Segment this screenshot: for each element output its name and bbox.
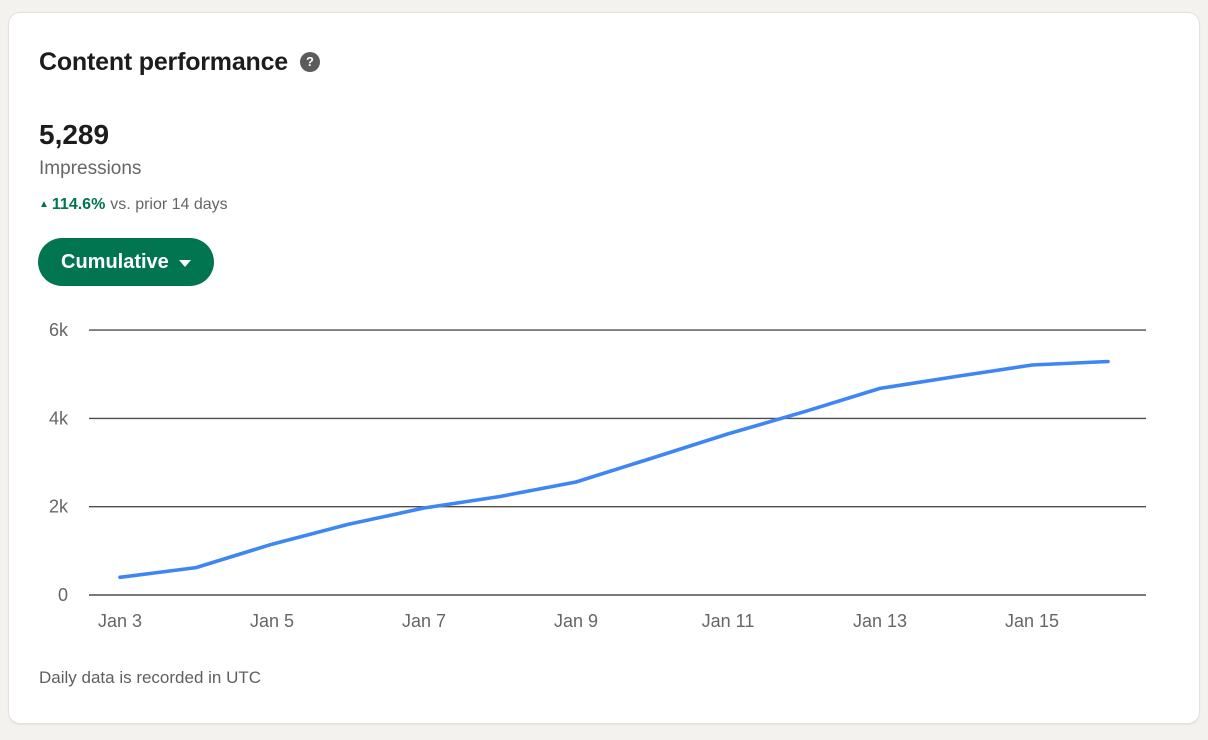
y-tick-label: 6k — [49, 320, 69, 340]
change-caption: vs. prior 14 days — [110, 196, 228, 213]
utc-footnote: Daily data is recorded in UTC — [39, 668, 262, 687]
x-tick-label: Jan 7 — [402, 611, 446, 631]
x-tick-label: Jan 13 — [853, 611, 907, 631]
cumulative-dropdown-label: Cumulative — [61, 250, 169, 273]
impressions-chart[interactable]: 0 2k 4k 6k Jan 3 Jan 5 Jan 7 Jan 9 Jan 11 Jan 13 J… — [9, 313, 1201, 658]
x-tick-label: Jan 11 — [702, 611, 755, 631]
impressions-count: 5,289 — [39, 119, 110, 150]
change-percent: 114.6% — [51, 196, 106, 213]
card-header: Content performance ? — [39, 47, 321, 77]
x-tick-label: Jan 15 — [1005, 611, 1059, 631]
content-performance-card: Content performance ? 5,289 Impressions … — [8, 12, 1200, 724]
cumulative-dropdown-button[interactable]: Cumulative — [38, 238, 214, 286]
x-tick-label: Jan 9 — [554, 611, 598, 631]
y-tick-label: 0 — [58, 585, 68, 605]
x-tick-label: Jan 5 — [250, 611, 294, 631]
y-tick-label: 2k — [49, 497, 69, 517]
change-vs-prior: ▲ 114.6% vs. prior 14 days — [39, 196, 228, 214]
help-icon[interactable]: ? — [300, 52, 321, 72]
x-tick-label: Jan 3 — [98, 611, 142, 631]
y-tick-label: 4k — [49, 408, 69, 428]
impressions-line — [118, 359, 1110, 580]
trend-up-icon: ▲ — [39, 199, 49, 210]
page-title: Content performance — [39, 48, 289, 76]
impressions-label: Impressions — [39, 158, 142, 179]
caret-down-icon — [178, 259, 191, 267]
